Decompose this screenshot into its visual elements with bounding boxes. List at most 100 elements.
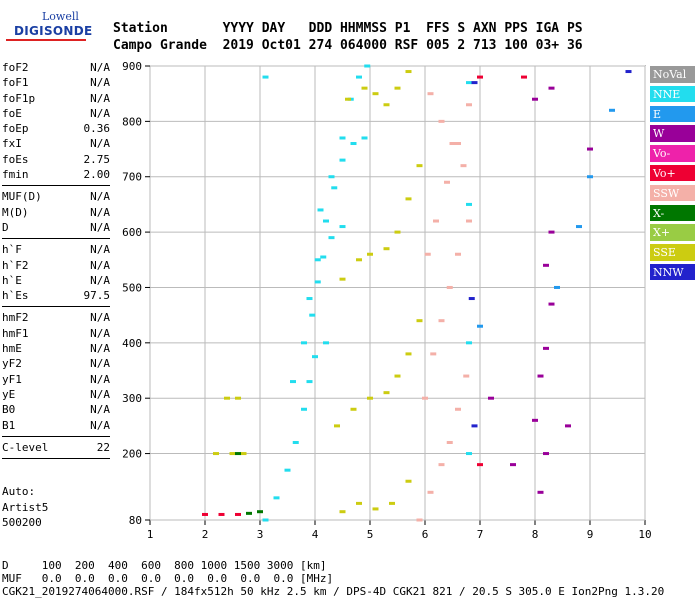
data-point (416, 319, 423, 323)
data-point (587, 147, 593, 151)
logo-bar (6, 39, 86, 41)
param-name: fmin (2, 168, 29, 182)
param-value: N/A (90, 273, 110, 287)
data-point (323, 219, 329, 223)
param-value: N/A (90, 205, 110, 219)
data-point (455, 142, 461, 146)
param-row: yF2 N/A (2, 356, 110, 371)
data-point (477, 324, 483, 328)
data-point (576, 225, 582, 229)
param-value: N/A (90, 137, 110, 151)
param-value: N/A (90, 357, 110, 371)
legend-item: X+ (650, 224, 695, 241)
data-point (331, 186, 338, 190)
data-point (488, 396, 494, 400)
param-row: foEp 0.36 (2, 121, 110, 136)
data-point (548, 86, 555, 90)
data-point (328, 236, 335, 240)
param-value: N/A (90, 403, 110, 417)
param-name: yF1 (2, 372, 22, 386)
data-point (446, 440, 453, 444)
data-point (314, 280, 321, 284)
param-name: hmF2 (2, 311, 29, 325)
data-point (361, 136, 368, 140)
data-point (625, 70, 632, 74)
param-row: foF1 N/A (2, 75, 110, 90)
data-point (312, 355, 318, 359)
param-divider (2, 458, 110, 460)
data-point (565, 424, 571, 428)
param-value: N/A (90, 326, 110, 340)
param-name: C-level (2, 440, 49, 454)
param-row: hmE N/A (2, 341, 110, 356)
header-values: Campo Grande 2019 Oct01 274 064000 RSF 0… (113, 38, 583, 53)
data-point (246, 511, 252, 515)
param-row: B0 N/A (2, 402, 110, 417)
data-point (301, 341, 307, 345)
param-name: M(D) (2, 205, 29, 219)
data-point (350, 407, 357, 411)
data-point (543, 263, 549, 267)
data-point (273, 496, 280, 500)
data-point (356, 501, 362, 505)
param-divider (2, 238, 110, 240)
data-point (438, 119, 445, 123)
data-point (317, 208, 324, 212)
plot-area (149, 65, 646, 521)
data-point (466, 202, 472, 206)
footer-muf-row: MUF 0.0 0.0 0.0 0.0 0.0 0.0 0.0 0.0 [MHz… (2, 572, 334, 585)
param-name: foF2 (2, 61, 29, 74)
data-point (587, 175, 593, 179)
x-tick-label: 7 (477, 528, 484, 541)
station-header: Station YYYY DAY DDD HHMMSS P1 FFS S AXN… (113, 20, 583, 54)
data-point (477, 463, 483, 467)
data-point (430, 352, 437, 356)
data-point (543, 346, 549, 350)
data-point (455, 252, 461, 256)
y-tick-label: 500 (122, 281, 142, 294)
data-point (438, 463, 445, 467)
footer-distance-row: D 100 200 400 600 800 1000 1500 3000 [km… (2, 559, 327, 572)
data-point (235, 452, 241, 456)
data-point (468, 297, 475, 301)
header-labels: Station YYYY DAY DDD HHMMSS P1 FFS S AXN… (113, 21, 583, 36)
param-row: fmin 2.00 (2, 167, 110, 182)
param-value: N/A (90, 243, 110, 257)
data-point (262, 75, 269, 79)
data-point (427, 490, 434, 494)
data-point (554, 285, 560, 289)
data-point (339, 277, 346, 281)
param-name: yF2 (2, 357, 22, 371)
data-point (364, 64, 371, 68)
param-value: N/A (90, 220, 110, 234)
param-value: N/A (90, 372, 110, 386)
param-name: D (2, 220, 9, 234)
data-point (444, 180, 450, 184)
param-name: MUF(D) (2, 190, 42, 204)
data-point (361, 86, 368, 90)
data-point (257, 510, 263, 514)
footer: D 100 200 400 600 800 1000 1500 3000 [km… (2, 559, 664, 598)
data-point (292, 440, 299, 444)
data-point (323, 341, 329, 345)
param-name: foE (2, 106, 22, 120)
x-tick-label: 6 (422, 528, 429, 541)
param-value: 0.36 (83, 122, 111, 136)
data-point (449, 142, 456, 146)
param-value: N/A (90, 190, 110, 204)
data-point (345, 97, 351, 101)
legend-item: NNW (650, 263, 695, 281)
y-tick-label: 300 (122, 392, 142, 405)
param-row: yF1 N/A (2, 372, 110, 387)
x-tick-label: 2 (202, 528, 209, 541)
param-name: fxI (2, 137, 22, 151)
y-tick-label: 800 (122, 115, 142, 128)
param-row: foF1p N/A (2, 91, 110, 106)
data-point (372, 92, 379, 96)
data-point (532, 97, 538, 101)
data-point (405, 479, 412, 483)
data-point (416, 518, 423, 522)
legend-item: W (650, 125, 695, 142)
auto-artist-info: Auto: Artist5 500200 (2, 485, 49, 529)
